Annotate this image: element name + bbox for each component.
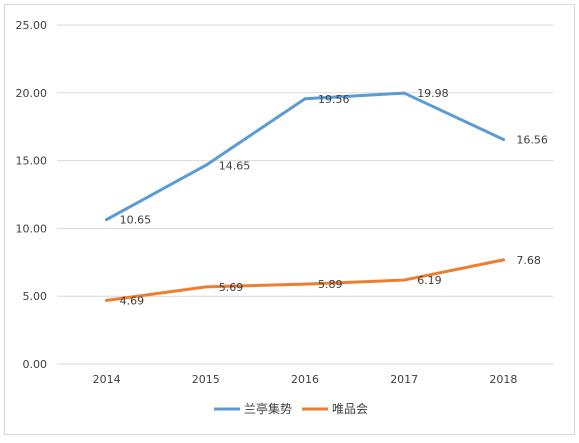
data-label: 14.65: [219, 159, 251, 172]
x-tick-label: 2015: [192, 373, 220, 386]
data-label: 6.19: [417, 274, 442, 287]
data-label: 5.89: [318, 278, 343, 291]
x-tick-label: 2016: [291, 373, 319, 386]
y-axis-ticks: 0.00 5.00 10.00 15.00 20.00 25.00: [16, 19, 48, 371]
legend-label: 唯品会: [332, 402, 368, 416]
data-point: [303, 282, 307, 286]
x-tick-label: 2018: [489, 373, 517, 386]
legend-label: 兰亭集势: [244, 401, 292, 416]
y-tick-label: 25.00: [16, 19, 48, 32]
y-tick-label: 10.00: [16, 222, 48, 235]
series-lines: [105, 91, 505, 302]
data-labels: 10.65 14.65 19.56 19.98 16.56 4.69 5.69 5.89 6.1…: [120, 87, 548, 307]
data-point: [105, 218, 109, 222]
data-label: 5.69: [219, 281, 244, 294]
data-label: 19.56: [318, 93, 350, 106]
legend: 兰亭集势 唯品会: [214, 401, 368, 416]
data-point: [402, 278, 406, 282]
data-point: [204, 163, 208, 167]
data-label: 10.65: [120, 214, 152, 227]
data-label: 16.56: [516, 133, 548, 146]
chart-border: [4, 4, 575, 435]
y-tick-label: 0.00: [23, 358, 48, 371]
data-point: [402, 91, 406, 95]
y-tick-label: 20.00: [16, 87, 48, 100]
x-tick-label: 2014: [93, 373, 121, 386]
y-tick-label: 15.00: [16, 155, 48, 168]
data-point: [501, 137, 505, 141]
data-point: [204, 285, 208, 289]
y-tick-label: 5.00: [23, 290, 48, 303]
x-tick-label: 2017: [390, 373, 418, 386]
data-label: 4.69: [120, 294, 145, 307]
data-label: 19.98: [417, 87, 449, 100]
data-point: [105, 298, 109, 302]
data-point: [501, 258, 505, 262]
x-axis-ticks: 2014 2015 2016 2017 2018: [93, 373, 518, 386]
data-point: [303, 97, 307, 101]
data-label: 7.68: [516, 254, 541, 267]
